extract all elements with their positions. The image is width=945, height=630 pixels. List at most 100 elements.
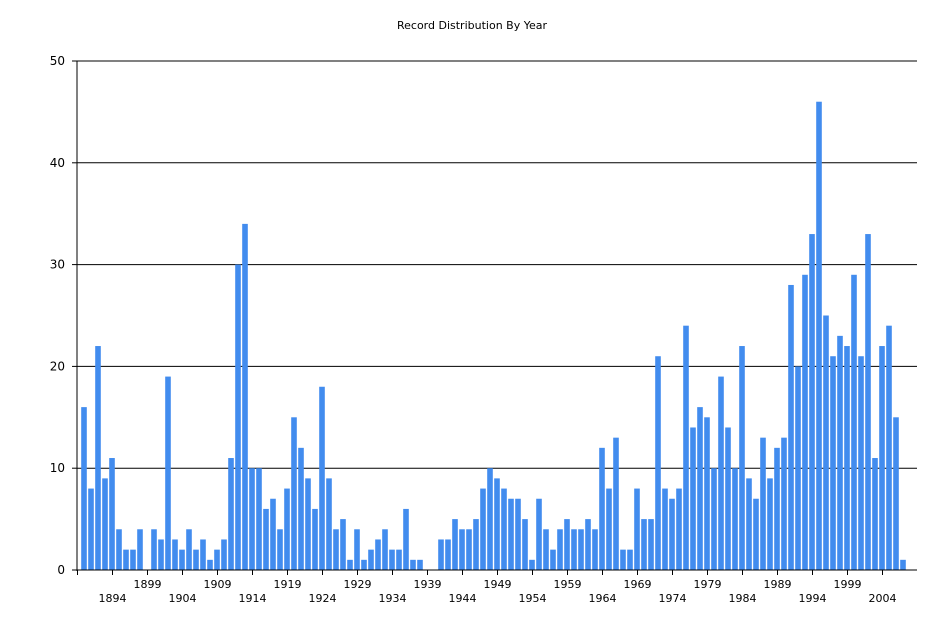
x-tick-label: 1899 — [134, 578, 162, 591]
bar-1991 — [788, 284, 794, 570]
bar-1936 — [403, 508, 409, 570]
x-tick-label: 1939 — [414, 578, 442, 591]
bar-1918 — [277, 529, 283, 570]
y-tick-label: 20 — [50, 359, 65, 373]
bar-2007 — [900, 559, 906, 570]
y-tick-label: 30 — [50, 258, 65, 272]
bar-1953 — [522, 519, 528, 570]
bar-1891 — [88, 488, 94, 570]
bar-1989 — [774, 447, 780, 570]
bar-1960 — [571, 529, 577, 570]
bar-1978 — [697, 407, 703, 570]
x-tick-label: 1969 — [624, 578, 652, 591]
bar-1956 — [543, 529, 549, 570]
tick-labels: 0 10 20 30 40 50 1894 1899 1904 1909 1914 1919 1924 1… — [50, 54, 897, 605]
x-tick-label: 1944 — [449, 592, 477, 605]
y-tick-label: 10 — [50, 461, 65, 475]
x-tick-label: 1994 — [799, 592, 827, 605]
bar-2005 — [886, 325, 892, 570]
bar-1907 — [200, 539, 206, 570]
bar-1935 — [396, 549, 402, 570]
bar-1948 — [487, 468, 493, 570]
bar-1983 — [732, 468, 738, 570]
x-tick-label: 1999 — [834, 578, 862, 591]
bar-1972 — [655, 356, 661, 570]
bar-1986 — [753, 498, 759, 570]
bar-1957 — [550, 549, 556, 570]
bar-1992 — [795, 366, 801, 570]
x-tick-label: 1909 — [204, 578, 232, 591]
bar-1903 — [172, 539, 178, 570]
bar-1942 — [445, 539, 451, 570]
chart-title: Record Distribution By Year — [397, 19, 547, 32]
bar-1952 — [515, 498, 521, 570]
bar-1969 — [634, 488, 640, 570]
bar-1976 — [683, 325, 689, 570]
bar-1901 — [158, 539, 164, 570]
x-tick-label: 1894 — [99, 592, 127, 605]
bar-1993 — [802, 274, 808, 570]
bar-1917 — [270, 498, 276, 570]
bar-1900 — [151, 529, 157, 570]
bar-2006 — [893, 417, 899, 570]
bar-1951 — [508, 498, 514, 570]
bar-1937 — [410, 559, 416, 570]
bar-2004 — [879, 346, 885, 570]
bar-1995 — [816, 101, 822, 570]
bar-1934 — [389, 549, 395, 570]
bar-1962 — [585, 519, 591, 570]
bar-1898 — [137, 529, 143, 570]
bar-1924 — [319, 386, 325, 570]
bar-1902 — [165, 376, 171, 570]
bar-1950 — [501, 488, 507, 570]
bar-1998 — [837, 335, 843, 570]
x-tick-label: 1954 — [519, 592, 547, 605]
bar-1921 — [298, 447, 304, 570]
x-tick-label: 1989 — [764, 578, 792, 591]
bar-1931 — [368, 549, 374, 570]
x-tick-label: 2004 — [869, 592, 897, 605]
bar-1915 — [256, 468, 262, 570]
bar-1897 — [130, 549, 136, 570]
y-tick-label: 40 — [50, 156, 65, 170]
bar-1894 — [109, 458, 115, 570]
bar-1958 — [557, 529, 563, 570]
bar-1892 — [95, 346, 101, 570]
bar-1896 — [123, 549, 129, 570]
bar-1909 — [214, 549, 220, 570]
bar-1925 — [326, 478, 332, 570]
bar-1943 — [452, 519, 458, 570]
bar-2000 — [851, 274, 857, 570]
bar-1963 — [592, 529, 598, 570]
bar-1910 — [221, 539, 227, 570]
bar-1964 — [599, 447, 605, 570]
bar-1933 — [382, 529, 388, 570]
bar-1911 — [228, 458, 234, 570]
x-tick-label: 1904 — [169, 592, 197, 605]
bar-1973 — [662, 488, 668, 570]
bar-1913 — [242, 223, 248, 570]
bar-1932 — [375, 539, 381, 570]
bar-1954 — [529, 559, 535, 570]
x-tick-label: 1924 — [309, 592, 337, 605]
bar-1961 — [578, 529, 584, 570]
bar-1955 — [536, 498, 542, 570]
bar-1980 — [711, 468, 717, 570]
bar-1996 — [823, 315, 829, 570]
bar-1975 — [676, 488, 682, 570]
bar-1927 — [340, 519, 346, 570]
bar-2003 — [872, 458, 878, 570]
y-tick-label: 50 — [50, 54, 65, 68]
bar-1949 — [494, 478, 500, 570]
x-tick-label: 1914 — [239, 592, 267, 605]
x-tick-label: 1949 — [484, 578, 512, 591]
bar-1923 — [312, 508, 318, 570]
x-tick-label: 1979 — [694, 578, 722, 591]
bar-1982 — [725, 427, 731, 570]
bar-1979 — [704, 417, 710, 570]
bar-1890 — [81, 407, 87, 570]
bar-1977 — [690, 427, 696, 570]
x-tick-label: 1934 — [379, 592, 407, 605]
bar-1893 — [102, 478, 108, 570]
